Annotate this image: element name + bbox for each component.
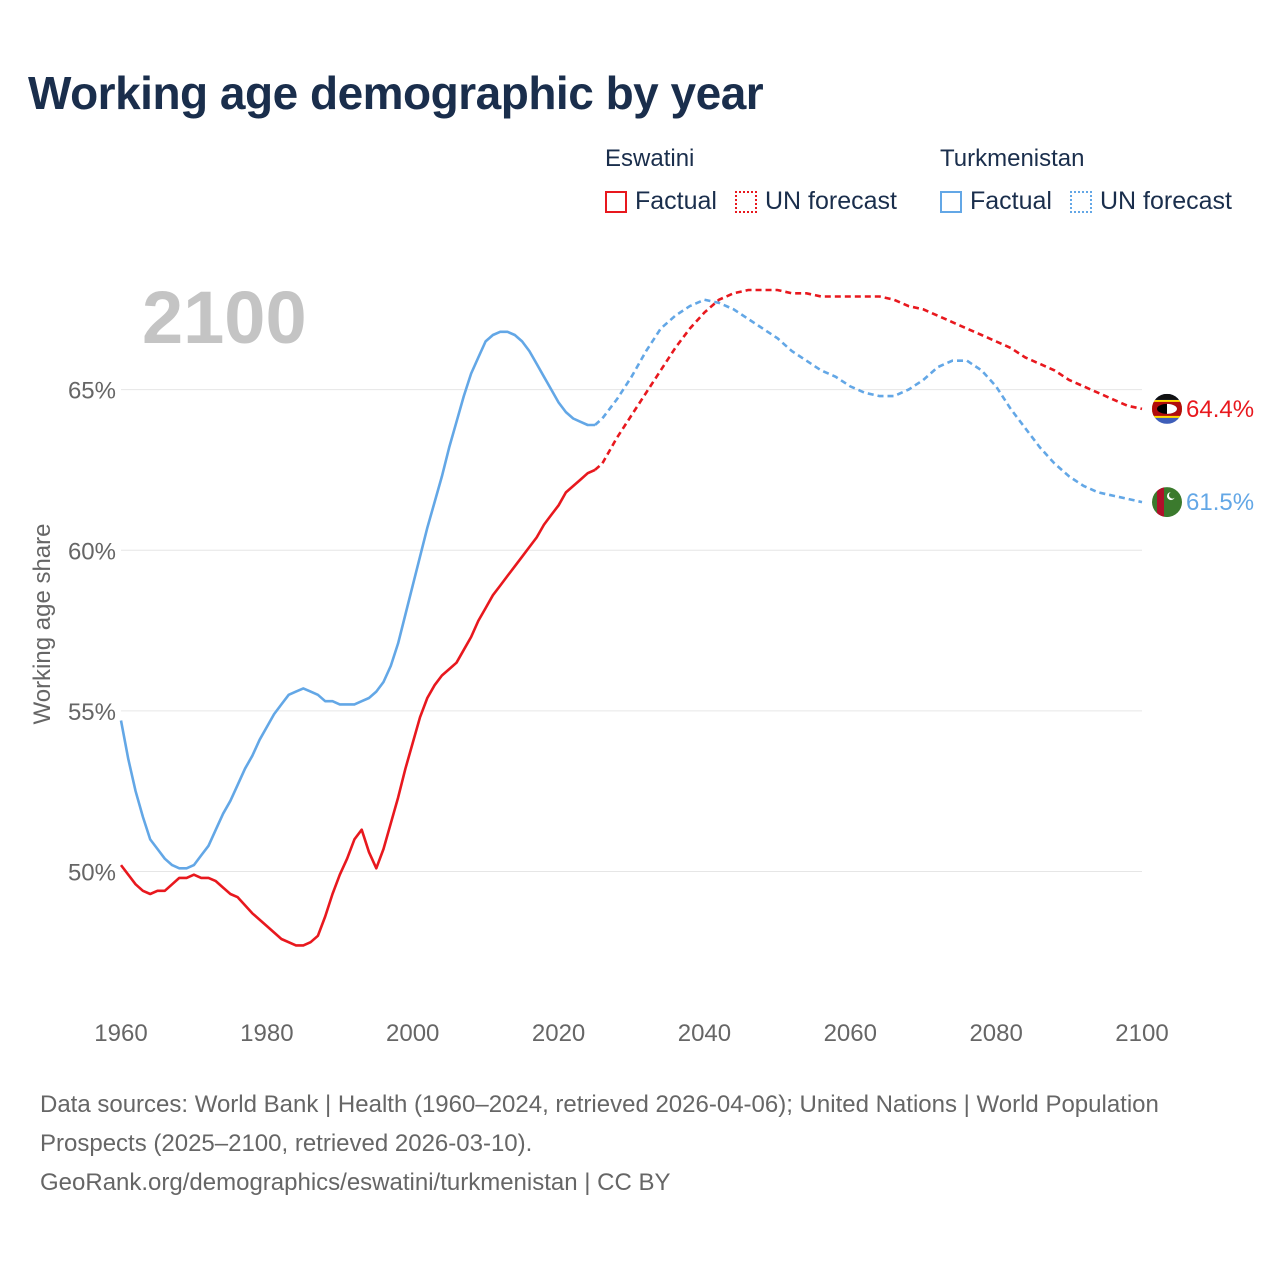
legend-group-name: Eswatini [605, 145, 695, 172]
y-tick-label: 60% [68, 538, 116, 565]
legend-swatch-solid [605, 190, 627, 213]
x-tick-label: 2000 [386, 1020, 439, 1047]
legend-label: Factual [635, 187, 717, 215]
legend-item-eswatini-forecast[interactable]: UN forecast [734, 187, 897, 216]
y-axis-label: Working age share [29, 524, 56, 725]
legend-swatch-solid [940, 190, 962, 213]
legend-label: Factual [970, 187, 1052, 215]
y-tick-label: 55% [68, 699, 116, 726]
series-line-eswatini-factual[interactable] [119, 468, 596, 947]
x-tick-label: 1960 [94, 1020, 147, 1047]
series-line-turkmenistan-forecast[interactable] [594, 298, 1143, 504]
legend-group-eswatini: Eswatini Factual UN forecast [605, 145, 915, 216]
series-line-eswatini-forecast[interactable] [594, 288, 1143, 471]
chart-title: Working age demographic by year [28, 67, 764, 119]
y-tick-label: 65% [68, 378, 116, 405]
x-axis-ticks: 1960 1980 2000 2020 2040 2060 2080 2100 [94, 1020, 1168, 1047]
legend-label: UN forecast [1099, 187, 1232, 215]
legend-swatch-dotted [734, 190, 757, 213]
footer-url[interactable]: GeoRank.org/demographics/eswatini/turkme… [40, 1169, 671, 1196]
end-value-label-turkmenistan: 61.5% [1186, 489, 1254, 516]
y-axis-ticks: 50% 55% 60% 65% [68, 378, 116, 887]
series-lines [119, 288, 1143, 947]
x-tick-label: 2080 [969, 1020, 1022, 1047]
x-tick-label: 2100 [1115, 1020, 1168, 1047]
flag-marker-eswatini [1152, 393, 1182, 424]
gridlines [121, 389, 1142, 872]
x-tick-label: 2020 [532, 1020, 585, 1047]
footer-sources: Data sources: World Bank | Health (1960–… [40, 1091, 1159, 1157]
end-markers: 64.4% 61.5% [1152, 393, 1254, 518]
flag-marker-turkmenistan [1152, 487, 1182, 518]
legend-swatch-dotted [1069, 190, 1092, 213]
series-line-turkmenistan-factual[interactable] [119, 330, 595, 870]
legend-item-eswatini-factual[interactable]: Factual [605, 187, 717, 216]
x-tick-label: 1980 [240, 1020, 293, 1047]
legend-label: UN forecast [764, 187, 897, 215]
year-watermark: 2100 [142, 276, 307, 359]
y-tick-label: 50% [68, 860, 116, 887]
legend-item-turkmenistan-forecast[interactable]: UN forecast [1069, 187, 1232, 216]
legend-item-turkmenistan-factual[interactable]: Factual [940, 187, 1052, 216]
x-tick-label: 2060 [824, 1020, 877, 1047]
legend-group-name: Turkmenistan [940, 145, 1085, 172]
footer: Data sources: World Bank | Health (1960–… [40, 1085, 1220, 1202]
end-value-label-eswatini: 64.4% [1186, 396, 1254, 423]
legend-group-turkmenistan: Turkmenistan Factual UN forecast [940, 145, 1250, 216]
x-tick-label: 2040 [678, 1020, 731, 1047]
